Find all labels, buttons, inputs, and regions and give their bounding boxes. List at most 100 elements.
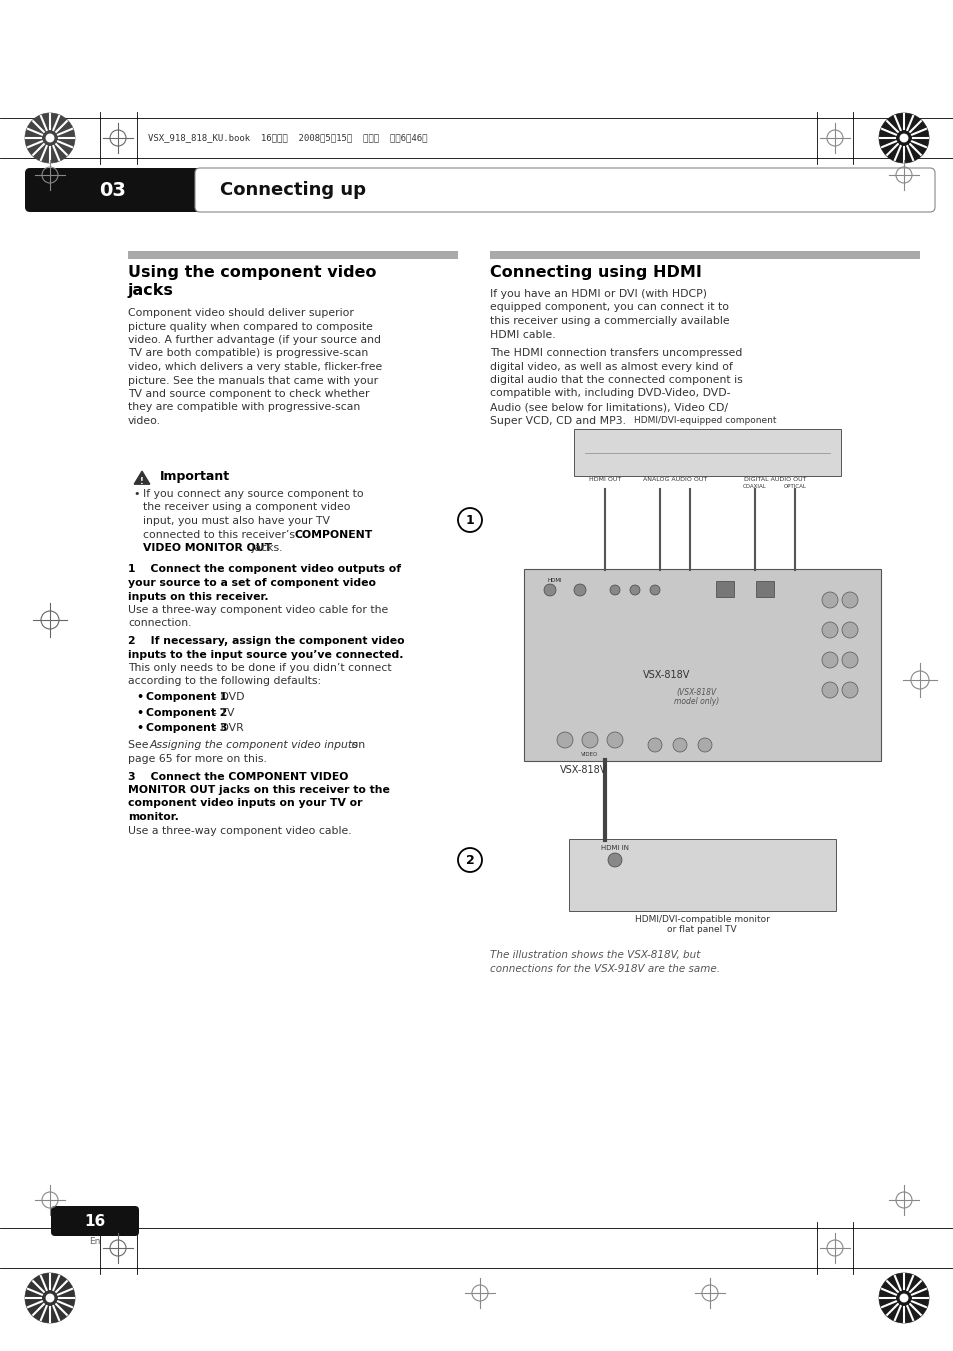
Text: Connecting up: Connecting up (220, 181, 366, 199)
Circle shape (841, 653, 857, 667)
Text: If you have an HDMI or DVI (with HDCP): If you have an HDMI or DVI (with HDCP) (490, 289, 706, 299)
Text: Audio (see below for limitations), Video CD/: Audio (see below for limitations), Video… (490, 403, 727, 412)
Text: this receiver using a commercially available: this receiver using a commercially avail… (490, 316, 729, 326)
Text: equipped component, you can connect it to: equipped component, you can connect it t… (490, 303, 728, 312)
Text: Assigning the component video inputs: Assigning the component video inputs (150, 740, 358, 751)
Text: video. A further advantage (if your source and: video. A further advantage (if your sour… (128, 335, 380, 345)
Text: ANALOG AUDIO OUT: ANALOG AUDIO OUT (642, 477, 706, 482)
Text: – TV: – TV (208, 708, 233, 717)
Circle shape (46, 1294, 53, 1302)
Circle shape (557, 732, 573, 748)
FancyBboxPatch shape (574, 430, 841, 476)
Text: Component 1: Component 1 (146, 692, 227, 703)
Text: 3    Connect the COMPONENT VIDEO: 3 Connect the COMPONENT VIDEO (128, 771, 348, 781)
Text: •: • (136, 708, 143, 717)
Text: 1    Connect the component video outputs of: 1 Connect the component video outputs of (128, 565, 400, 574)
Text: video, which delivers a very stable, flicker-free: video, which delivers a very stable, fli… (128, 362, 382, 372)
Text: •: • (136, 692, 143, 703)
Text: This only needs to be done if you didn’t connect: This only needs to be done if you didn’t… (128, 663, 392, 673)
Text: TV are both compatible) is progressive-scan: TV are both compatible) is progressive-s… (128, 349, 368, 358)
Text: digital video, as well as almost every kind of: digital video, as well as almost every k… (490, 362, 732, 372)
Text: – DVR: – DVR (208, 723, 243, 734)
Text: Important: Important (160, 470, 230, 484)
Text: compatible with, including DVD-Video, DVD-: compatible with, including DVD-Video, DV… (490, 389, 730, 399)
FancyBboxPatch shape (128, 251, 457, 259)
Text: •: • (136, 723, 143, 734)
Text: component video inputs on your TV or: component video inputs on your TV or (128, 798, 362, 808)
Circle shape (581, 732, 598, 748)
Text: MONITOR OUT jacks on this receiver to the: MONITOR OUT jacks on this receiver to th… (128, 785, 390, 794)
Circle shape (46, 134, 53, 142)
Circle shape (821, 621, 837, 638)
Text: COAXIAL: COAXIAL (742, 484, 766, 489)
Text: Use a three-way component video cable for the: Use a three-way component video cable fo… (128, 605, 388, 615)
Text: If you connect any source component to: If you connect any source component to (143, 489, 363, 499)
Text: Using the component video: Using the component video (128, 265, 376, 280)
Text: Use a three-way component video cable.: Use a three-way component video cable. (128, 825, 352, 835)
Text: COMPONENT: COMPONENT (294, 530, 373, 539)
FancyBboxPatch shape (25, 168, 210, 212)
Text: !: ! (140, 477, 144, 486)
Circle shape (457, 848, 481, 871)
Text: inputs to the input source you’ve connected.: inputs to the input source you’ve connec… (128, 650, 403, 659)
Text: Component 3: Component 3 (146, 723, 227, 734)
Circle shape (900, 134, 907, 142)
Text: The HDMI connection transfers uncompressed: The HDMI connection transfers uncompress… (490, 349, 741, 358)
Text: model only): model only) (674, 697, 719, 707)
Text: 16: 16 (84, 1213, 106, 1228)
Text: the receiver using a component video: the receiver using a component video (143, 503, 350, 512)
Text: 1: 1 (465, 513, 474, 527)
FancyBboxPatch shape (51, 1206, 139, 1236)
FancyBboxPatch shape (568, 839, 835, 911)
Text: VSX-818V: VSX-818V (642, 670, 690, 680)
Circle shape (821, 592, 837, 608)
Circle shape (649, 585, 659, 594)
Text: 2: 2 (465, 854, 474, 866)
Circle shape (821, 653, 837, 667)
Text: Connecting using HDMI: Connecting using HDMI (490, 265, 701, 280)
Text: picture quality when compared to composite: picture quality when compared to composi… (128, 322, 373, 331)
Text: Component 2: Component 2 (146, 708, 227, 717)
Text: jacks: jacks (128, 282, 173, 299)
Text: monitor.: monitor. (128, 812, 179, 821)
Text: HDMI/DVI-compatible monitor
or flat panel TV: HDMI/DVI-compatible monitor or flat pane… (634, 915, 769, 935)
Circle shape (457, 508, 481, 532)
Circle shape (609, 585, 619, 594)
Text: they are compatible with progressive-scan: they are compatible with progressive-sca… (128, 403, 360, 412)
Text: HDMI/DVI-equipped component: HDMI/DVI-equipped component (633, 416, 776, 426)
FancyBboxPatch shape (755, 581, 773, 597)
FancyBboxPatch shape (194, 168, 934, 212)
Circle shape (647, 738, 661, 753)
Text: HDMI: HDMI (547, 578, 561, 584)
Circle shape (841, 592, 857, 608)
Circle shape (878, 113, 928, 163)
Text: The illustration shows the VSX-818V, but: The illustration shows the VSX-818V, but (490, 950, 700, 961)
Text: TV and source component to check whether: TV and source component to check whether (128, 389, 369, 399)
FancyBboxPatch shape (716, 581, 733, 597)
Text: – DVD: – DVD (208, 692, 244, 703)
Circle shape (698, 738, 711, 753)
Circle shape (629, 585, 639, 594)
Text: connected to this receiver’s: connected to this receiver’s (143, 530, 298, 539)
Text: VIDEO MONITOR OUT: VIDEO MONITOR OUT (143, 543, 272, 553)
Circle shape (841, 621, 857, 638)
Text: on: on (348, 740, 365, 751)
Text: VSX-818V: VSX-818V (559, 765, 607, 775)
Text: HDMI IN: HDMI IN (600, 844, 628, 851)
Text: jacks.: jacks. (248, 543, 282, 553)
Text: connections for the VSX-918V are the same.: connections for the VSX-918V are the sam… (490, 965, 720, 974)
Circle shape (672, 738, 686, 753)
Circle shape (25, 1273, 75, 1323)
Circle shape (543, 584, 556, 596)
Text: Component video should deliver superior: Component video should deliver superior (128, 308, 354, 317)
Text: En: En (90, 1238, 101, 1246)
Text: connection.: connection. (128, 619, 192, 628)
Text: (VSX-818V: (VSX-818V (677, 689, 717, 697)
Text: OPTICAL: OPTICAL (782, 484, 805, 489)
Text: page 65 for more on this.: page 65 for more on this. (128, 754, 267, 765)
Text: video.: video. (128, 416, 161, 426)
Text: digital audio that the connected component is: digital audio that the connected compone… (490, 376, 742, 385)
Circle shape (607, 852, 621, 867)
Text: picture. See the manuals that came with your: picture. See the manuals that came with … (128, 376, 377, 385)
Text: inputs on this receiver.: inputs on this receiver. (128, 592, 269, 601)
